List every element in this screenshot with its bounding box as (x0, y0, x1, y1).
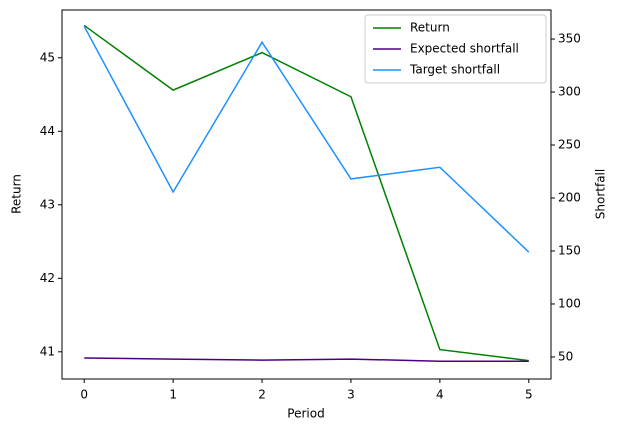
y-tick-label: 42 (40, 271, 55, 285)
y-tick-label: 44 (40, 124, 55, 138)
x-tick-label: 5 (525, 388, 533, 402)
x-tick-label: 3 (347, 388, 355, 402)
y2-tick-label: 300 (558, 85, 581, 99)
legend-box (364, 14, 547, 84)
x-tick-label: 2 (258, 388, 266, 402)
y2-tick-label: 350 (558, 32, 581, 46)
legend-label: Expected shortfall (410, 42, 519, 56)
x-tick-label: 4 (436, 388, 444, 402)
y-tick-label: 45 (40, 50, 55, 64)
x-tick-label: 0 (80, 388, 88, 402)
x-axis-label: Period (287, 407, 324, 421)
y2-tick-label: 100 (558, 296, 581, 310)
series-line (83, 25, 530, 253)
series-line (84, 357, 529, 362)
y2-tick-label: 150 (558, 243, 581, 257)
legend-label: Return (410, 21, 450, 35)
y2-axis-label: Shortfall (594, 169, 608, 219)
series-line (83, 24, 529, 362)
y-axis-label: Return (10, 174, 24, 214)
legend-label: Target shortfall (409, 63, 500, 77)
y-tick-label: 41 (40, 344, 55, 358)
y-tick-label: 43 (40, 197, 55, 211)
y2-tick-label: 200 (558, 190, 581, 204)
plot-frame (61, 9, 552, 380)
y2-tick-label: 50 (558, 349, 573, 363)
y2-tick-label: 250 (558, 138, 581, 152)
x-tick-label: 1 (169, 388, 177, 402)
